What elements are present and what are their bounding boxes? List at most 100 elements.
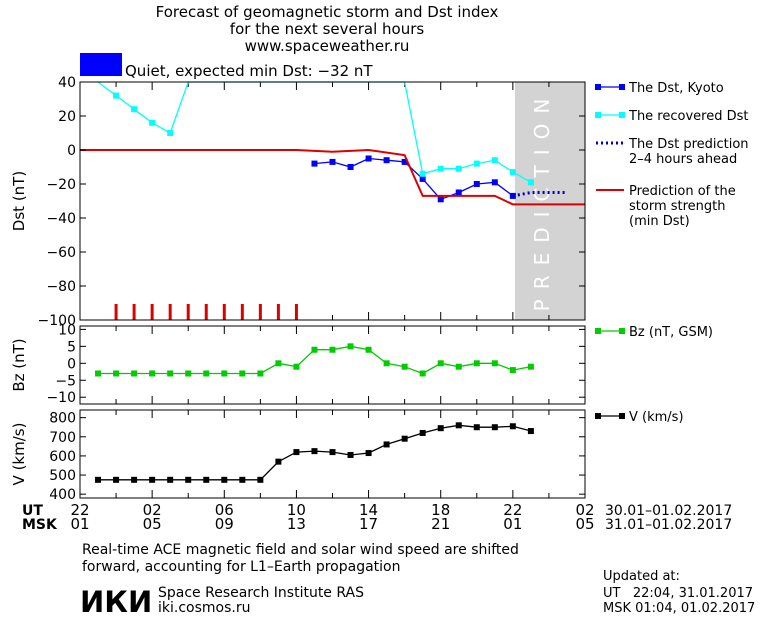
- v-series-0-point: [95, 476, 102, 483]
- legend-label: (min Dst): [629, 214, 690, 229]
- bz-series-0-point: [491, 360, 498, 367]
- dst-axis-label: Dst (nT): [10, 171, 28, 231]
- v-series-0-point: [383, 441, 390, 448]
- ut-tick-label: 18: [431, 501, 450, 519]
- time-axis: UT MSK 22010205060910131417182122010205 …: [22, 501, 732, 533]
- legend-label: V (km/s): [629, 410, 684, 425]
- dst-series-0-point: [509, 192, 516, 199]
- bz-plot-frame: [79, 325, 586, 405]
- bz-series-0-point: [185, 370, 192, 377]
- bz-ytick-label: 10: [58, 322, 76, 338]
- institute-name: Space Research Institute RAS: [158, 585, 364, 601]
- dst-series-1-line: [97, 81, 532, 183]
- dst-series-3-line: [80, 148, 585, 206]
- ut-tick-label: 14: [359, 501, 378, 519]
- legend-label: Prediction of the: [629, 184, 736, 199]
- v-series-0-point: [257, 476, 264, 483]
- dst-series-0-point: [455, 189, 462, 196]
- status-indicator-box: [80, 53, 122, 76]
- dst-plot-frame: [79, 81, 586, 321]
- ut-axis-label: UT: [22, 503, 43, 519]
- msk-tick-label: 09: [215, 515, 234, 533]
- dst-series-1-point: [455, 165, 462, 172]
- dst-ytick-label: 0: [67, 143, 76, 159]
- legend-swatch-marker: [619, 112, 625, 118]
- legend-item-1: The recovered Dst: [595, 109, 748, 124]
- ut-tick-label: 06: [215, 501, 234, 519]
- legend-swatch-marker: [619, 328, 625, 334]
- bz-series-0-point: [383, 360, 390, 367]
- chart-title-line-3: www.spaceweather.ru: [245, 37, 410, 55]
- legend-swatch-marker: [619, 84, 625, 90]
- updated-label: Updated at:: [603, 569, 680, 584]
- v-series-0-point: [221, 476, 228, 483]
- iki-logo: ИКИ: [80, 585, 152, 619]
- bz-series-0-point: [329, 346, 336, 353]
- msk-tick-label: 01: [503, 515, 522, 533]
- bz-ytick-label: −10: [46, 390, 76, 406]
- v-series-0-point: [491, 424, 498, 431]
- v-series-0-point: [455, 422, 462, 429]
- footer-note-line-1: Real-time ACE magnetic field and solar w…: [82, 542, 519, 558]
- dst-series-0-point: [347, 164, 354, 170]
- dst-series-0-point: [383, 157, 390, 164]
- dst-ytick-label: −40: [46, 211, 76, 227]
- dst-series-1-point: [437, 165, 444, 172]
- legend-label: The Dst, Kyoto: [628, 81, 724, 96]
- dst-series-0-point: [473, 181, 480, 187]
- v-series-0-point: [293, 449, 300, 456]
- dst-series-0-point: [437, 196, 444, 203]
- chart-title-line-1: Forecast of geomagnetic storm and Dst in…: [156, 3, 499, 21]
- chart-title-line-2: for the next several hours: [230, 20, 425, 38]
- dst-series-1-point: [113, 92, 120, 99]
- dst-panel: PREDICTION 40 20 0 −20 −40 −60 −80 −100 Dst (nT…: [10, 75, 586, 329]
- bz-series-0-point: [149, 370, 156, 377]
- legend-label: storm strength: [629, 199, 726, 214]
- updated-msk: MSK 01:04, 01.02.2017: [603, 601, 755, 616]
- legend: The Dst, Kyoto The recovered Dst The Dst p…: [595, 81, 749, 425]
- msk-axis-label: MSK: [22, 517, 58, 533]
- bz-ytick-label: 5: [67, 339, 76, 355]
- legend-swatch-marker: [595, 84, 601, 90]
- v-series-0-point: [509, 423, 516, 430]
- v-series-0-point: [365, 450, 372, 457]
- updated-ut: UT 22:04, 31.01.2017: [603, 586, 753, 601]
- bz-series-0-point: [275, 360, 282, 367]
- ut-tick-label: 22: [70, 501, 89, 519]
- status-text: Quiet, expected min Dst: −32 nT: [125, 62, 373, 80]
- legend-label: Bz (nT, GSM): [629, 325, 713, 340]
- legend-label: The recovered Dst: [628, 109, 748, 124]
- bz-series-0-point: [419, 370, 426, 377]
- msk-tick-label: 17: [359, 515, 378, 533]
- bz-series-0-point: [257, 370, 264, 377]
- dst-series-1-point: [167, 130, 174, 136]
- v-series-0-point: [149, 476, 156, 483]
- legend-label: 2–4 hours ahead: [629, 152, 737, 167]
- dst-ytick-label: −20: [46, 177, 76, 193]
- msk-tick-label: 05: [575, 515, 594, 533]
- dst-ytick-label: −60: [46, 245, 76, 261]
- v-series-0-point: [437, 425, 444, 432]
- v-series-0-point: [329, 449, 336, 456]
- bz-series-0-point: [455, 363, 462, 370]
- v-axis-label: V (km/s): [10, 423, 28, 486]
- ut-tick-label: 02: [143, 501, 162, 519]
- v-ytick-label: 700: [49, 430, 76, 446]
- dst-series-0-point: [365, 155, 372, 162]
- bz-series-0-point: [473, 360, 480, 367]
- ut-tick-label: 10: [287, 501, 306, 519]
- dst-series-0-point: [311, 160, 318, 167]
- bz-series-0-point: [509, 367, 516, 374]
- v-series-0-point: [527, 428, 534, 435]
- footer-note-line-2: forward, accounting for L1–Earth propaga…: [82, 559, 401, 575]
- dst-series-1-point: [509, 169, 516, 176]
- msk-tick-label: 05: [143, 515, 162, 533]
- dst-series-1-point: [419, 170, 426, 177]
- dst-series-0-point: [419, 175, 426, 182]
- dst-ytick-label: 20: [58, 109, 76, 125]
- dst-ytick-label: 40: [58, 75, 76, 91]
- legend-item-4: Bz (nT, GSM): [595, 325, 713, 340]
- msk-tick-label: 13: [287, 515, 306, 533]
